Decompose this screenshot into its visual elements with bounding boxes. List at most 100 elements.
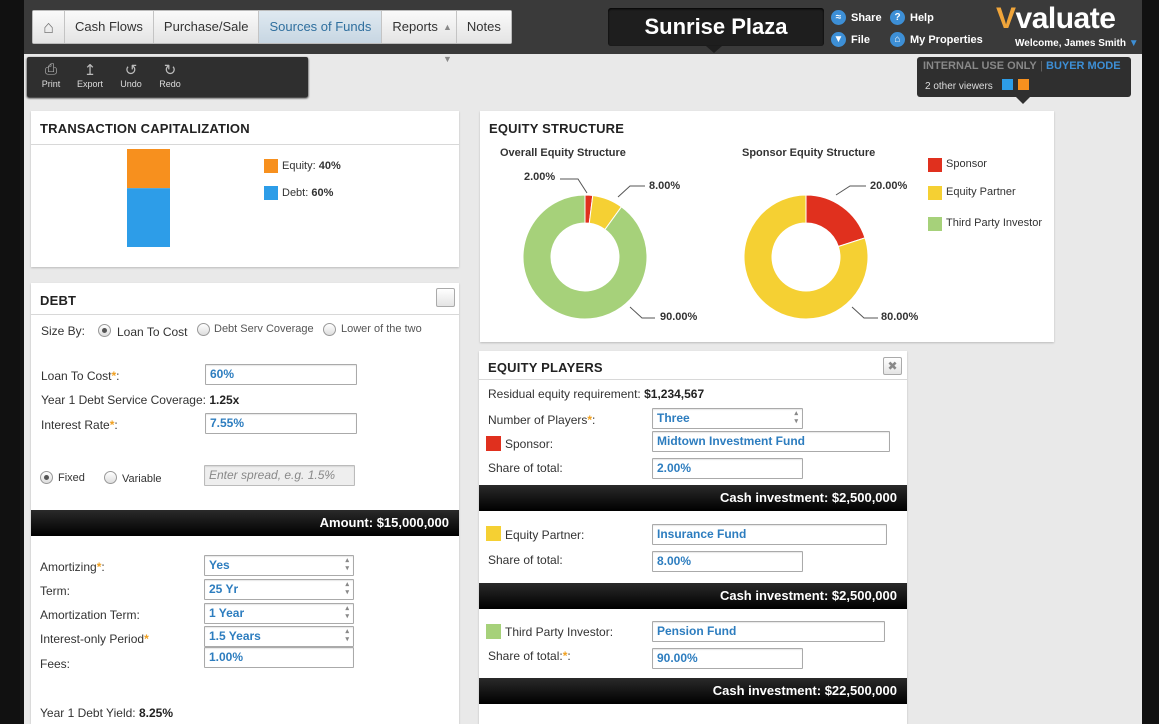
option-loan-to-cost: Loan To Cost bbox=[117, 325, 188, 339]
sponsor-label-partner: 80.00% bbox=[881, 311, 919, 323]
bar-equity bbox=[127, 149, 170, 189]
interest-rate-input[interactable]: 7.55% bbox=[205, 413, 357, 434]
equity-players-panel: EQUITY PLAYERS ✖ Residual equity require… bbox=[479, 351, 907, 724]
sponsor-name-input[interactable]: Midtown Investment Fund bbox=[652, 431, 890, 452]
third-party-share-label-text: Share of total: bbox=[488, 649, 563, 663]
house-icon: ⌂ bbox=[890, 32, 905, 47]
file-label: File bbox=[851, 33, 870, 46]
bar-debt bbox=[127, 188, 170, 247]
home-icon: ⌂ bbox=[43, 17, 54, 37]
transaction-capitalization-panel: TRANSACTION CAPITALIZATION Equity: 40% D… bbox=[31, 111, 459, 267]
legend-swatch-third-party bbox=[928, 217, 942, 231]
close-button[interactable]: ✖ bbox=[883, 357, 902, 375]
property-selector[interactable]: Sunrise Plaza bbox=[608, 8, 824, 53]
loan-to-cost-input[interactable]: 60% bbox=[205, 364, 357, 385]
residual-row: Residual equity requirement: $1,234,567 bbox=[488, 387, 704, 401]
radio-lower-of-two[interactable] bbox=[323, 323, 336, 336]
brand-name: valuate bbox=[1015, 2, 1116, 35]
tab-notes[interactable]: Notes bbox=[456, 11, 511, 43]
caret-down-icon bbox=[706, 46, 722, 53]
ltc-label-text: Loan To Cost bbox=[41, 369, 112, 383]
panel-title: EQUITY PLAYERS bbox=[488, 360, 603, 375]
fees-label: Fees: bbox=[40, 657, 71, 671]
term-label: Term: bbox=[40, 584, 70, 598]
mode-internal[interactable]: INTERNAL USE ONLY bbox=[923, 60, 1037, 72]
term-select[interactable]: 25 Yr bbox=[204, 579, 354, 600]
my-properties-button[interactable]: ⌂ My Properties bbox=[890, 32, 983, 47]
sponsor-swatch bbox=[486, 436, 501, 451]
ltc-label: Loan To Cost*: bbox=[41, 369, 120, 383]
number-of-players-select[interactable]: Three bbox=[652, 408, 803, 429]
sponsor-label-sponsor: 20.00% bbox=[870, 180, 908, 192]
sponsor-slice-equity-partner bbox=[743, 194, 869, 320]
size-by-label: Size By: bbox=[41, 324, 86, 338]
amortizing-select[interactable]: Yes bbox=[204, 555, 354, 576]
debt-amount-bar: Amount: $15,000,000 bbox=[31, 510, 459, 536]
amortizing-label-text: Amortizing bbox=[40, 560, 97, 574]
leader-line bbox=[835, 185, 866, 196]
legend-swatch-sponsor bbox=[928, 158, 942, 172]
redo-label: Redo bbox=[159, 79, 181, 89]
print-label: Print bbox=[41, 79, 61, 89]
export-label: Export bbox=[76, 79, 103, 89]
share-label: Share bbox=[851, 11, 882, 24]
redo-button[interactable]: ↻ Redo bbox=[152, 61, 188, 89]
mode-buyer[interactable]: BUYER MODE bbox=[1046, 60, 1121, 72]
tab-purchase-sale[interactable]: Purchase/Sale bbox=[153, 11, 260, 43]
legend-equity: Equity: 40% bbox=[282, 160, 341, 172]
spread-input[interactable]: Enter spread, e.g. 1.5% bbox=[204, 465, 355, 486]
radio-fixed[interactable] bbox=[40, 471, 53, 484]
num-players-label-text: Number of Players bbox=[488, 413, 588, 427]
equity-partner-share-input[interactable]: 8.00% bbox=[652, 551, 803, 572]
legend-sponsor: Sponsor bbox=[946, 158, 987, 170]
third-party-swatch bbox=[486, 624, 501, 639]
panel-title: TRANSACTION CAPITALIZATION bbox=[40, 121, 250, 136]
amortization-term-select[interactable]: 1 Year bbox=[204, 603, 354, 624]
radio-variable[interactable] bbox=[104, 471, 117, 484]
viewer-count: 2 other viewers bbox=[925, 79, 1030, 92]
welcome-text: Welcome, James Smith bbox=[1015, 38, 1126, 49]
sponsor-role: Sponsor: bbox=[505, 437, 554, 451]
undo-label: Undo bbox=[120, 79, 142, 89]
fees-input[interactable]: 1.00% bbox=[204, 647, 354, 668]
help-button[interactable]: ? Help bbox=[890, 10, 934, 25]
equity-partner-cash-bar: Cash investment: $2,500,000 bbox=[479, 583, 907, 609]
interest-only-select[interactable]: 1.5 Years bbox=[204, 626, 354, 647]
export-button[interactable]: ↥ Export bbox=[72, 61, 108, 89]
chevron-updown-icon: ▲ ▼ bbox=[442, 22, 452, 64]
third-party-cash-bar: Cash investment: $22,500,000 bbox=[479, 678, 907, 704]
home-button[interactable]: ⌂ bbox=[33, 11, 65, 43]
residual-value: $1,234,567 bbox=[644, 387, 705, 401]
sponsor-share-input[interactable]: 2.00% bbox=[652, 458, 803, 479]
redo-icon: ↻ bbox=[163, 62, 177, 79]
debt-toggle-checkbox[interactable] bbox=[436, 288, 455, 307]
overall-chart-title: Overall Equity Structure bbox=[500, 147, 626, 159]
legend-swatch-debt bbox=[264, 186, 278, 200]
legend-debt-value: 60% bbox=[311, 187, 334, 199]
third-party-share-input[interactable]: 90.00% bbox=[652, 648, 803, 669]
radio-debt-serv-coverage[interactable] bbox=[197, 323, 210, 336]
equity-partner-name-input[interactable]: Insurance Fund bbox=[652, 524, 887, 545]
equity-structure-panel: EQUITY STRUCTURE Overall Equity Structur… bbox=[480, 111, 1054, 342]
tab-cash-flows[interactable]: Cash Flows bbox=[65, 11, 154, 43]
third-party-role: Third Party Investor: bbox=[505, 625, 614, 639]
legend-debt-label: Debt: bbox=[282, 187, 309, 199]
tab-reports[interactable]: Reports ▲ ▼ bbox=[382, 11, 457, 64]
third-party-name-input[interactable]: Pension Fund bbox=[652, 621, 885, 642]
rate-label-text: Interest Rate bbox=[41, 418, 110, 432]
share-button[interactable]: ≈ Share bbox=[831, 10, 882, 25]
capitalization-bar-chart bbox=[127, 149, 170, 247]
file-button[interactable]: ▼ File bbox=[831, 32, 870, 47]
tab-sources-of-funds[interactable]: Sources of Funds bbox=[259, 11, 383, 43]
radio-loan-to-cost[interactable] bbox=[98, 324, 111, 337]
welcome-user[interactable]: Welcome, James Smith ▼ bbox=[1015, 38, 1139, 49]
undo-button[interactable]: ↺ Undo bbox=[113, 61, 149, 89]
io-label: Interest-only Period* bbox=[40, 632, 149, 646]
print-button[interactable]: ⎙ Print bbox=[33, 61, 69, 89]
caret-down-icon bbox=[1016, 97, 1030, 104]
viewer-count-text: 2 other viewers bbox=[925, 81, 993, 92]
top-bar: ⌂ Cash Flows Purchase/Sale Sources of Fu… bbox=[24, 0, 1142, 64]
amort-term-label: Amortization Term: bbox=[40, 608, 140, 622]
app-window: ⌂ Cash Flows Purchase/Sale Sources of Fu… bbox=[24, 0, 1142, 724]
equity-partner-share-label: Share of total: bbox=[488, 553, 563, 567]
